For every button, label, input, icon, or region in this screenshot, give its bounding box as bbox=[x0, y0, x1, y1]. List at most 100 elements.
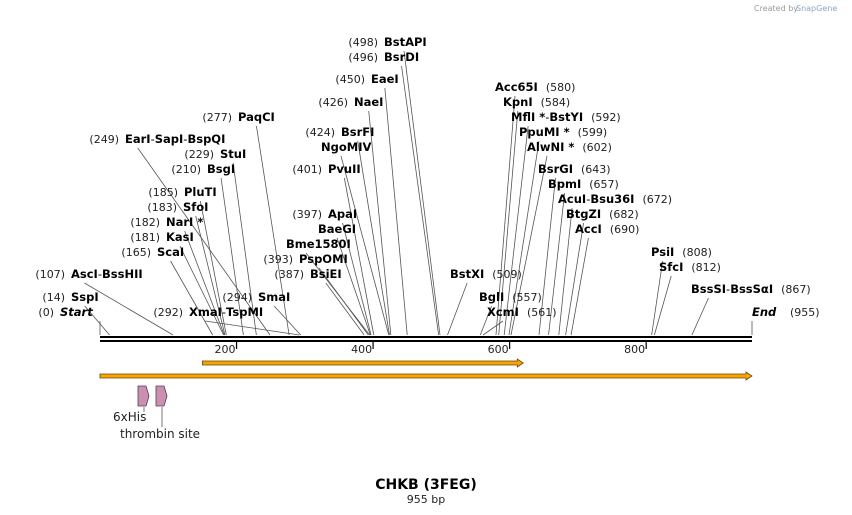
site-label-bsrdi[interactable]: BsrDI (496) bbox=[348, 50, 419, 64]
site-partner-sapi[interactable]: SapI bbox=[155, 132, 184, 146]
site-label-asci[interactable]: AscI - BssHII (107) bbox=[35, 267, 142, 281]
feature-arrow-orf-2[interactable] bbox=[99, 371, 753, 381]
site-name-asci[interactable]: AscI bbox=[71, 267, 98, 281]
feature-arrow-orf-1[interactable] bbox=[202, 358, 525, 368]
site-name-sfci[interactable]: SfcI bbox=[659, 260, 683, 274]
site-label-stui[interactable]: StuI (229) bbox=[184, 147, 246, 161]
site-label-sfoi[interactable]: SfoI (183) bbox=[147, 200, 208, 214]
site-partner-bsss-i[interactable]: BssSαI bbox=[730, 282, 773, 296]
site-label-acui[interactable]: AcuI - Bsu36I (672) bbox=[558, 192, 672, 206]
site-label-apai[interactable]: ApaI (397) bbox=[292, 207, 357, 221]
site-name-pluti[interactable]: PluTI bbox=[184, 185, 217, 199]
site-name-sfoi[interactable]: SfoI bbox=[183, 200, 208, 214]
site-name-alwni[interactable]: AlwNI * bbox=[527, 140, 574, 154]
site-name-psii[interactable]: PsiI bbox=[651, 245, 674, 259]
site-name-start[interactable]: Start bbox=[60, 305, 93, 319]
site-labels: Start(0)SspI(14)AscI - BssHII(107)ScaI(1… bbox=[35, 35, 819, 319]
site-name-kasi[interactable]: KasI bbox=[166, 230, 194, 244]
site-name-smai[interactable]: SmaI bbox=[258, 290, 290, 304]
site-label-xcmi[interactable]: XcmI (561) bbox=[487, 305, 557, 319]
site-label-pspomi[interactable]: PspOMI (393) bbox=[263, 252, 347, 266]
site-label-pvuii[interactable]: PvuII (401) bbox=[292, 162, 360, 176]
site-name-naei[interactable]: NaeI bbox=[354, 95, 383, 109]
site-partner-bspqi[interactable]: BspQI bbox=[187, 132, 225, 146]
site-name-bsrdi[interactable]: BsrDI bbox=[384, 50, 419, 64]
site-label-smai[interactable]: SmaI (294) bbox=[222, 290, 290, 304]
site-label-eari[interactable]: EarI - SapI - BspQI (249) bbox=[89, 132, 225, 146]
site-name-btgzi[interactable]: BtgZI bbox=[566, 207, 601, 221]
site-label-paqci[interactable]: PaqCI (277) bbox=[202, 110, 274, 124]
site-label-bsrgi[interactable]: BsrGI (643) bbox=[538, 162, 611, 176]
site-name-acc65i[interactable]: Acc65I bbox=[495, 80, 538, 94]
site-name-acui[interactable]: AcuI bbox=[558, 192, 586, 206]
site-name-bpmi[interactable]: BpmI bbox=[548, 177, 581, 191]
site-name-pspomi[interactable]: PspOMI bbox=[299, 252, 348, 266]
site-label-sspi[interactable]: SspI (14) bbox=[42, 290, 98, 304]
site-name-bstxi[interactable]: BstXI bbox=[450, 267, 484, 281]
site-name-kpni[interactable]: KpnI bbox=[503, 95, 533, 109]
site-name-bsgi[interactable]: BsgI bbox=[207, 162, 235, 176]
site-label-psii[interactable]: PsiI (808) bbox=[651, 245, 712, 259]
site-label-btgzi[interactable]: BtgZI (682) bbox=[566, 207, 639, 221]
feature-tag-6xhis[interactable] bbox=[137, 385, 150, 407]
site-name-bsrfi[interactable]: BsrFI bbox=[341, 125, 374, 139]
credit-brand[interactable]: SnapGene bbox=[796, 4, 837, 13]
site-label-alwni[interactable]: AlwNI * (602) bbox=[527, 140, 612, 154]
site-name-bsrgi[interactable]: BsrGI bbox=[538, 162, 573, 176]
site-name-bstapi[interactable]: BstAPI bbox=[384, 35, 427, 49]
site-name-acci[interactable]: AccI bbox=[575, 222, 602, 236]
site-name-bsssi[interactable]: BssSI bbox=[691, 282, 726, 296]
site-label-eaei[interactable]: EaeI (450) bbox=[335, 72, 398, 86]
site-name-end[interactable]: End bbox=[752, 305, 777, 319]
site-name-paqci[interactable]: PaqCI bbox=[238, 110, 275, 124]
site-label-sfci[interactable]: SfcI (812) bbox=[659, 260, 721, 274]
site-label-bsiei[interactable]: BsiEI (387) bbox=[274, 267, 341, 281]
site-label-bme1580i[interactable]: Bme1580I bbox=[286, 237, 351, 251]
site-label-bsgi[interactable]: BsgI (210) bbox=[171, 162, 235, 176]
site-label-naei[interactable]: NaeI (426) bbox=[318, 95, 383, 109]
site-name-pvuii[interactable]: PvuII bbox=[328, 162, 361, 176]
site-name-nari[interactable]: NarI * bbox=[166, 215, 203, 229]
site-name-bme1580i[interactable]: Bme1580I bbox=[286, 237, 351, 251]
site-label-end[interactable]: End (955) bbox=[752, 305, 820, 319]
site-label-baegi[interactable]: BaeGI bbox=[318, 222, 356, 236]
site-name-eari[interactable]: EarI bbox=[125, 132, 151, 146]
site-label-nari[interactable]: NarI * (182) bbox=[130, 215, 203, 229]
site-label-xmai[interactable]: XmaI - TspMI (292) bbox=[153, 305, 263, 319]
site-label-acci[interactable]: AccI (690) bbox=[575, 222, 639, 236]
site-label-bstapi[interactable]: BstAPI (498) bbox=[348, 35, 426, 49]
site-name-xcmi[interactable]: XcmI bbox=[487, 305, 519, 319]
site-name-sspi[interactable]: SspI bbox=[71, 290, 99, 304]
site-name-ppumi[interactable]: PpuMI * bbox=[519, 125, 570, 139]
site-name-xmai[interactable]: XmaI bbox=[189, 305, 222, 319]
site-label-pluti[interactable]: PluTI (185) bbox=[148, 185, 216, 199]
feature-tag-thrombin-site[interactable] bbox=[155, 385, 168, 407]
site-name-bsiei[interactable]: BsiEI bbox=[310, 267, 342, 281]
site-name-bgli[interactable]: BglI bbox=[479, 290, 504, 304]
site-label-scai[interactable]: ScaI (165) bbox=[121, 245, 184, 259]
site-label-bsssi[interactable]: BssSI - BssSαI (867) bbox=[691, 282, 811, 296]
site-label-start[interactable]: Start (0) bbox=[38, 305, 93, 319]
site-label-bgli[interactable]: BglI (557) bbox=[479, 290, 542, 304]
site-name-baegi[interactable]: BaeGI bbox=[318, 222, 356, 236]
site-label-ppumi[interactable]: PpuMI * (599) bbox=[519, 125, 607, 139]
site-partner-tspmi[interactable]: TspMI bbox=[226, 305, 263, 319]
site-label-acc65i[interactable]: Acc65I (580) bbox=[495, 80, 575, 94]
site-label-kpni[interactable]: KpnI (584) bbox=[503, 95, 570, 109]
site-partner-bstyi[interactable]: BstYI bbox=[549, 110, 583, 124]
site-partner-bsshii[interactable]: BssHII bbox=[102, 267, 143, 281]
site-name-apai[interactable]: ApaI bbox=[328, 207, 357, 221]
site-name-mfli[interactable]: MflI * bbox=[511, 110, 545, 124]
site-name-eaei[interactable]: EaeI bbox=[371, 72, 399, 86]
site-name-scai[interactable]: ScaI bbox=[157, 245, 184, 259]
site-label-bstxi[interactable]: BstXI (509) bbox=[450, 267, 522, 281]
site-label-ngomiv[interactable]: NgoMIV bbox=[321, 140, 371, 154]
site-name-ngomiv[interactable]: NgoMIV bbox=[321, 140, 371, 154]
site-label-kasi[interactable]: KasI (181) bbox=[130, 230, 193, 244]
site-label-mfli[interactable]: MflI * - BstYI (592) bbox=[511, 110, 621, 124]
site-partner-bsu36i[interactable]: Bsu36I bbox=[590, 192, 634, 206]
site-position-asci: (107) bbox=[35, 268, 65, 281]
site-label-bsrfi[interactable]: BsrFI (424) bbox=[305, 125, 374, 139]
site-name-stui[interactable]: StuI bbox=[220, 147, 246, 161]
site-label-bpmi[interactable]: BpmI (657) bbox=[548, 177, 619, 191]
